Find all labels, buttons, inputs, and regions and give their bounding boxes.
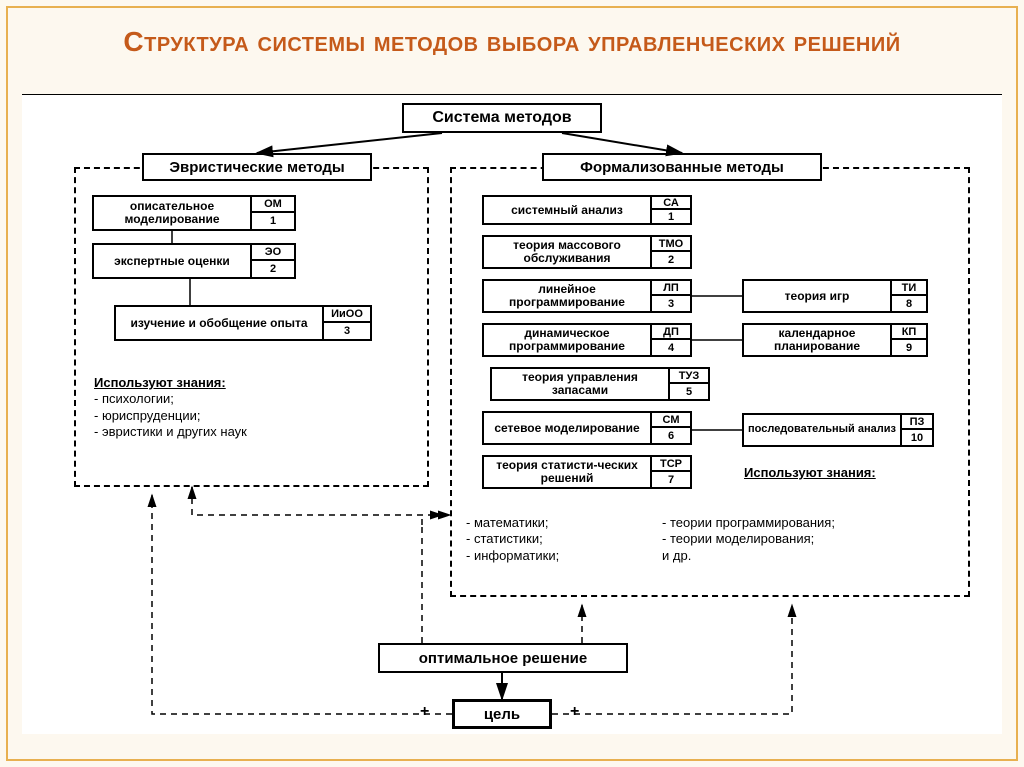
diagram-canvas: Система методов Эвристические методы Фор… [22,94,1002,734]
method-om: описательное моделирование ОМ1 [92,195,296,231]
heuristic-title: Эвристические методы [142,153,372,181]
method-tsr: теория статисти-ческих решений ТСР7 [482,455,692,489]
method-tmo: теория массового обслуживания ТМО2 [482,235,692,269]
method-dp: динамическое программирование ДП4 [482,323,692,357]
method-eo: экспертные оценки ЭО2 [92,243,296,279]
method-tuz: теория управления запасами ТУЗ5 [490,367,710,401]
method-pz: последовательный анализ ПЗ10 [742,413,934,447]
root-box: Система методов [402,103,602,133]
formal-note-col2: - теории программирования; - теории моде… [662,515,835,564]
method-ti: теория игр ТИ8 [742,279,928,313]
method-kp: календарное планирование КП9 [742,323,928,357]
optimal-box: оптимальное решение [378,643,628,673]
method-sa: системный анализ СА1 [482,195,692,225]
page-title: Структура системы методов выбора управле… [0,26,1024,58]
formal-title: Формализованные методы [542,153,822,181]
method-sm: сетевое моделирование СМ6 [482,411,692,445]
formal-note-col1: - математики; - статистики; - информатик… [466,515,559,564]
plus-right: + [570,703,579,721]
heuristic-note: Используют знания: - психологии; - юрисп… [94,375,394,440]
method-lp: линейное программирование ЛП3 [482,279,692,313]
plus-left: + [420,703,429,721]
method-iioo: изучение и обобщение опыта ИиОО3 [114,305,372,341]
formal-note-title: Используют знания: [744,465,876,481]
goal-box: цель [452,699,552,729]
